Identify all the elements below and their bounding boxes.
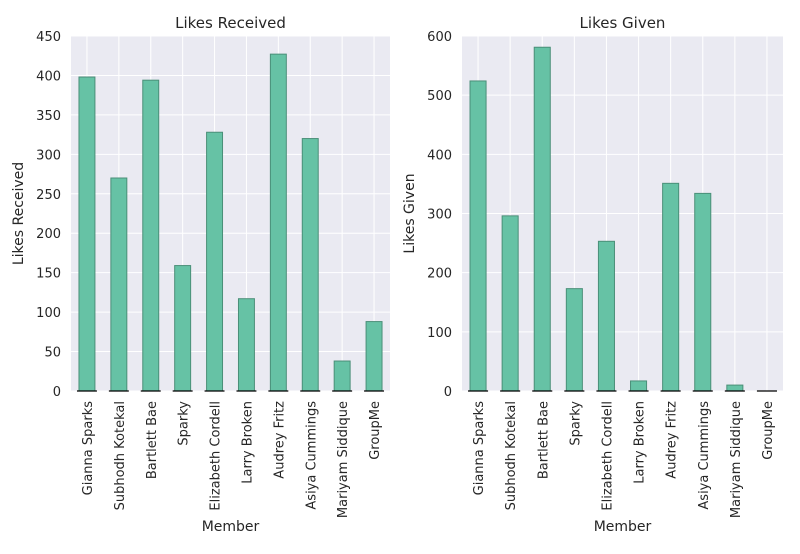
x-tick-label: Subhodh Kotekal [113,401,128,510]
x-axis-label: Member [594,519,652,535]
y-tick-label: 100 [36,306,61,321]
bar-groupme [365,321,383,392]
y-tick-label: 450 [36,30,61,45]
y-tick-label: 200 [427,267,452,282]
x-tick-label: Elizabeth Cordell [209,401,224,511]
bar-audrey-fritz [662,182,680,392]
y-tick-label: 500 [427,89,452,104]
x-tick-label: Gianna Sparks [472,401,487,496]
x-tick-label: Asiya Cummings [304,401,319,510]
bar-elizabeth-cordell [597,240,615,392]
x-tick-label: Sparky [568,401,583,446]
chart-title: Likes Received [175,14,286,32]
x-tick-label: Audrey Fritz [665,401,680,479]
x-tick-label: Gianna Sparks [81,401,96,496]
chart-title: Likes Given [580,14,666,32]
y-tick-label: 400 [427,148,452,163]
y-tick-label: 50 [44,346,61,361]
y-tick-label: 400 [36,69,61,84]
bar-sparky [174,265,192,392]
x-tick-label: Audrey Fritz [272,401,287,479]
x-tick-label: Elizabeth Cordell [600,401,615,511]
bar-bartlett-bae [142,79,160,392]
bar-subhodh-kotekal [110,177,128,392]
y-tick-label: 0 [53,385,61,400]
y-tick-label: 200 [36,227,61,242]
x-tick-label: Asiya Cummings [697,401,712,510]
bar-subhodh-kotekal [501,215,519,392]
x-tick-label: Bartlett Bae [536,401,551,479]
bar-audrey-fritz [269,53,287,392]
bar-mariyam-siddique [333,360,351,392]
bar-gianna-sparks [78,76,96,392]
bar-sparky [565,288,583,392]
chart-panel-1: 0 50 100 150 200 250 300 350 400 450 Gianna Sparks… [11,14,390,535]
x-tick-label: GroupMe [761,401,776,460]
y-tick-label: 350 [36,109,61,124]
x-tick-label: Bartlett Bae [145,401,160,479]
y-axis-label: Likes Received [11,162,27,265]
y-tick-label: 300 [36,148,61,163]
bar-asiya-cummings [694,192,712,392]
y-tick-label: 300 [427,208,452,223]
bar-asiya-cummings [301,138,319,392]
y-tick-label: 150 [36,267,61,282]
y-axis-label: Likes Given [402,173,418,253]
y-tick-label: 100 [427,326,452,341]
bar-mariyam-siddique [726,384,744,392]
x-tick-label: Larry Broken [240,401,255,484]
x-tick-label: Mariyam Siddique [729,401,744,518]
x-tick-label: Sparky [177,401,192,446]
x-tick-label: Subhodh Kotekal [504,401,519,510]
bar-bartlett-bae [533,46,551,392]
x-tick-label: Larry Broken [633,401,648,484]
x-tick-label: GroupMe [368,401,383,460]
x-tick-label: Mariyam Siddique [336,401,351,518]
bar-elizabeth-cordell [206,131,224,392]
bar-larry-broken [630,380,648,392]
chart-panel-2: 0 100 200 300 400 500 600 Gianna Sparks Subhodh … [402,14,783,535]
x-axis-label: Member [202,519,260,535]
y-tick-label: 600 [427,30,452,45]
y-tick-label: 0 [444,385,452,400]
bar-gianna-sparks [469,80,487,392]
y-tick-label: 250 [36,188,61,203]
bar-larry-broken [237,298,255,392]
